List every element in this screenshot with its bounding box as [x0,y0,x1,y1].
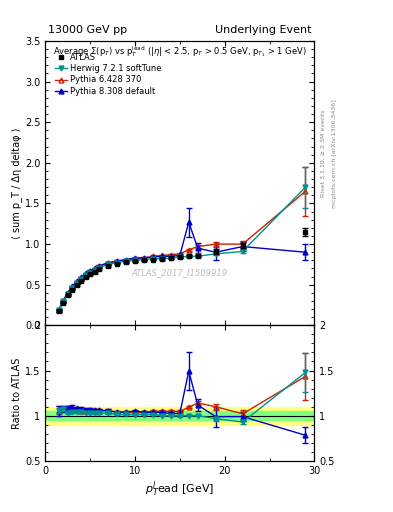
Bar [45,407,314,424]
Text: mcplots.cern.ch [arXiv:1306.3436]: mcplots.cern.ch [arXiv:1306.3436] [332,99,337,208]
Y-axis label: ⟨ sum p_T / Δη deltaφ ⟩: ⟨ sum p_T / Δη deltaφ ⟩ [11,127,22,239]
Text: Rivet 3.1.10, ≥ 2.3M events: Rivet 3.1.10, ≥ 2.3M events [320,110,325,198]
Text: 13000 GeV pp: 13000 GeV pp [48,25,127,35]
Y-axis label: Ratio to ATLAS: Ratio to ATLAS [12,357,22,429]
Text: Average $\Sigma$(p$_T$) vs p$_T^{\rm lead}$ ($|\eta|$ < 2.5, p$_T$ > 0.5 GeV, p$: Average $\Sigma$(p$_T$) vs p$_T^{\rm lea… [53,44,307,59]
X-axis label: $p_T^{l}$ead [GeV]: $p_T^{l}$ead [GeV] [145,480,215,499]
Bar [45,411,314,420]
Legend: ATLAS, Herwig 7.2.1 softTune, Pythia 6.428 370, Pythia 8.308 default: ATLAS, Herwig 7.2.1 softTune, Pythia 6.4… [51,50,165,99]
Text: ATLAS_2017_I1509919: ATLAS_2017_I1509919 [132,268,228,277]
Text: Underlying Event: Underlying Event [215,25,312,35]
